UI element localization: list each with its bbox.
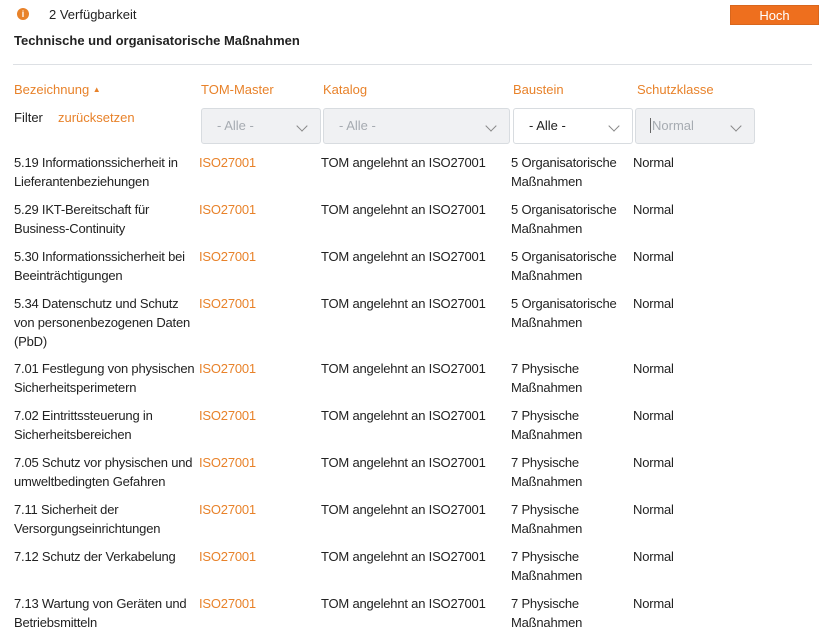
page-title: Technische und organisatorische Maßnahme…	[14, 33, 300, 48]
cell-schutz: Normal	[633, 455, 674, 470]
level-badge: Hoch	[730, 5, 819, 25]
cell-name: 7.11 Sicherheit der Versorgungseinrichtu…	[14, 502, 161, 536]
divider	[13, 64, 812, 65]
table-row[interactable]: 7.13 Wartung von Geräten und Betriebsmit…	[0, 594, 833, 641]
cell-master[interactable]: ISO27001	[199, 502, 256, 517]
cell-katalog: TOM angelehnt an ISO27001	[321, 596, 486, 611]
info-circle-icon: i	[17, 8, 29, 20]
cell-master[interactable]: ISO27001	[199, 549, 256, 564]
cell-master[interactable]: ISO27001	[199, 408, 256, 423]
cell-schutz: Normal	[633, 502, 674, 517]
cell-baustein: 7 Physische Maßnahmen	[511, 549, 583, 583]
cell-schutz: Normal	[633, 596, 674, 611]
reset-filter-link[interactable]: zurücksetzen	[58, 110, 135, 125]
cell-schutz: Normal	[633, 202, 674, 217]
cell-schutz: Normal	[633, 549, 674, 564]
results-table: 5.19 Informationssicherheit in Lieferant…	[0, 153, 833, 641]
cell-name: 5.19 Informationssicherheit in Lieferant…	[14, 155, 178, 189]
tom-master-filter-select[interactable]: - Alle -	[201, 108, 321, 144]
cell-schutz: Normal	[633, 155, 674, 170]
select-value: - Alle -	[529, 118, 566, 133]
column-header-katalog[interactable]: Katalog	[323, 82, 368, 97]
cell-name: 7.13 Wartung von Geräten und Betriebsmit…	[14, 596, 187, 630]
chevron-down-icon	[296, 120, 308, 132]
cell-katalog: TOM angelehnt an ISO27001	[321, 155, 486, 170]
cell-name: 5.29 IKT-Bereitschaft für Business-Conti…	[14, 202, 150, 236]
cell-katalog: TOM angelehnt an ISO27001	[321, 249, 486, 264]
cell-master[interactable]: ISO27001	[199, 361, 256, 376]
cell-baustein: 7 Physische Maßnahmen	[511, 455, 583, 489]
cell-katalog: TOM angelehnt an ISO27001	[321, 361, 486, 376]
table-row[interactable]: 7.01 Festlegung von physischen Sicherhei…	[0, 359, 833, 406]
cell-baustein: 7 Physische Maßnahmen	[511, 408, 583, 442]
cell-name: 5.30 Informationssicherheit bei Beeinträ…	[14, 249, 185, 283]
cell-katalog: TOM angelehnt an ISO27001	[321, 502, 486, 517]
cell-name: 7.12 Schutz der Verkabelung	[14, 549, 176, 564]
column-header-tom-master[interactable]: TOM-Master	[201, 82, 274, 97]
cell-master[interactable]: ISO27001	[199, 296, 256, 311]
cell-katalog: TOM angelehnt an ISO27001	[321, 202, 486, 217]
cell-schutz: Normal	[633, 296, 674, 311]
cell-baustein: 5 Organisatorische Maßnahmen	[511, 202, 617, 236]
schutzklasse-filter-input[interactable]: Normal	[635, 108, 755, 144]
sort-ascending-icon: ▲	[92, 85, 101, 94]
chevron-down-icon	[608, 120, 620, 132]
column-header-schutzklasse[interactable]: Schutzklasse	[637, 82, 714, 97]
table-row[interactable]: 7.05 Schutz vor physischen und umweltbed…	[0, 453, 833, 500]
cell-baustein: 5 Organisatorische Maßnahmen	[511, 155, 617, 189]
column-header-bezeichnung[interactable]: Bezeichnung ▲	[14, 82, 101, 97]
table-row[interactable]: 5.30 Informationssicherheit bei Beeinträ…	[0, 247, 833, 294]
cell-baustein: 7 Physische Maßnahmen	[511, 361, 583, 395]
cell-name: 7.02 Eintrittssteuerung in Sicherheitsbe…	[14, 408, 153, 442]
cell-katalog: TOM angelehnt an ISO27001	[321, 296, 486, 311]
cell-name: 5.34 Datenschutz und Schutz von personen…	[14, 296, 191, 349]
cell-baustein: 5 Organisatorische Maßnahmen	[511, 249, 617, 283]
column-label: Bezeichnung	[14, 82, 90, 97]
cell-name: 7.01 Festlegung von physischen Sicherhei…	[14, 361, 195, 395]
cell-schutz: Normal	[633, 361, 674, 376]
table-row[interactable]: 5.19 Informationssicherheit in Lieferant…	[0, 153, 833, 200]
cell-schutz: Normal	[633, 249, 674, 264]
table-row[interactable]: 5.29 IKT-Bereitschaft für Business-Conti…	[0, 200, 833, 247]
select-placeholder: Normal	[650, 118, 694, 133]
baustein-filter-select[interactable]: - Alle -	[513, 108, 633, 144]
katalog-filter-select[interactable]: - Alle -	[323, 108, 510, 144]
table-row[interactable]: 5.34 Datenschutz und Schutz von personen…	[0, 294, 833, 359]
cell-master[interactable]: ISO27001	[199, 596, 256, 611]
cell-katalog: TOM angelehnt an ISO27001	[321, 455, 486, 470]
cell-master[interactable]: ISO27001	[199, 455, 256, 470]
cell-master[interactable]: ISO27001	[199, 155, 256, 170]
cell-master[interactable]: ISO27001	[199, 202, 256, 217]
category-label: 2 Verfügbarkeit	[49, 7, 137, 22]
chevron-down-icon	[485, 120, 497, 132]
cell-baustein: 5 Organisatorische Maßnahmen	[511, 296, 617, 330]
table-row[interactable]: 7.02 Eintrittssteuerung in Sicherheitsbe…	[0, 406, 833, 453]
cell-katalog: TOM angelehnt an ISO27001	[321, 408, 486, 423]
select-value: - Alle -	[339, 118, 376, 133]
column-header-baustein[interactable]: Baustein	[513, 82, 564, 97]
cell-name: 7.05 Schutz vor physischen und umweltbed…	[14, 455, 193, 489]
filter-label: Filter	[14, 110, 43, 125]
table-row[interactable]: 7.12 Schutz der Verkabelung ISO27001 TOM a…	[0, 547, 833, 594]
cell-baustein: 7 Physische Maßnahmen	[511, 596, 583, 630]
cell-schutz: Normal	[633, 408, 674, 423]
select-value: - Alle -	[217, 118, 254, 133]
chevron-down-icon	[730, 120, 742, 132]
cell-master[interactable]: ISO27001	[199, 249, 256, 264]
table-row[interactable]: 7.11 Sicherheit der Versorgungseinrichtu…	[0, 500, 833, 547]
cell-baustein: 7 Physische Maßnahmen	[511, 502, 583, 536]
cell-katalog: TOM angelehnt an ISO27001	[321, 549, 486, 564]
